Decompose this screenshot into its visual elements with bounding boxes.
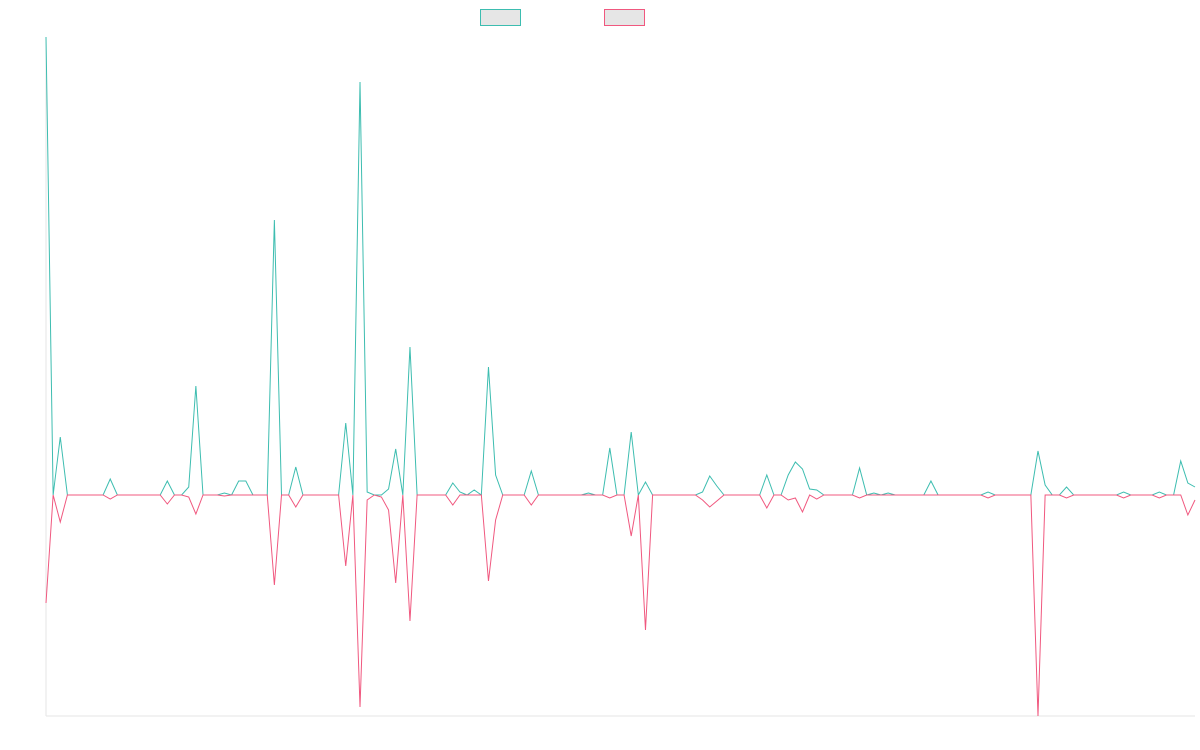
legend-swatch: [604, 9, 645, 26]
series-line: [45, 494, 1196, 717]
series-line: [45, 36, 1196, 497]
legend-swatch: [480, 9, 521, 26]
